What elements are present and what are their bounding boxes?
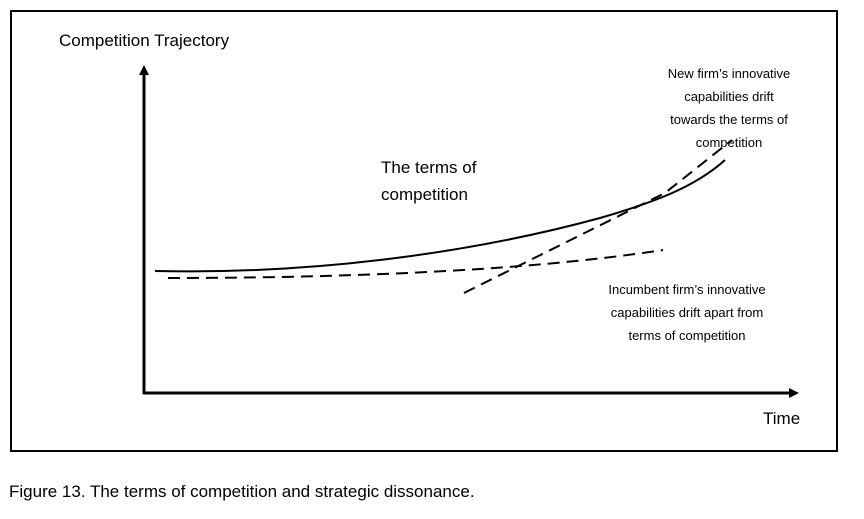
incumbent-label-line: terms of competition	[628, 328, 746, 343]
new-firm-curve	[463, 139, 733, 294]
incumbent-label-line: Incumbent firm’s innovative	[608, 282, 766, 297]
incumbent-firm-label: Incumbent firm’s innovative capabilities…	[592, 278, 782, 347]
figure-frame	[10, 10, 838, 452]
x-axis-label: Time	[763, 409, 801, 428]
y-axis-label: Competition Trajectory	[59, 31, 230, 50]
terms-label-line: The terms of	[381, 158, 477, 177]
new-firm-label-line: New firm’s innovative	[667, 66, 791, 81]
new-firm-label: New firm’s innovative capabilities drift…	[646, 62, 812, 154]
new-firm-label-line: capabilities drift	[684, 89, 774, 104]
new-firm-label-line: competition	[695, 135, 763, 150]
terms-of-competition-curve	[154, 159, 726, 273]
terms-of-competition-label: The terms of competition	[381, 154, 476, 208]
incumbent-firm-curve	[167, 249, 664, 279]
figure-caption: Figure 13. The terms of competition and …	[9, 482, 475, 501]
terms-label-line: competition	[381, 185, 468, 204]
new-firm-label-line: towards the terms of	[670, 112, 788, 127]
incumbent-label-line: capabilities drift apart from	[610, 305, 764, 320]
